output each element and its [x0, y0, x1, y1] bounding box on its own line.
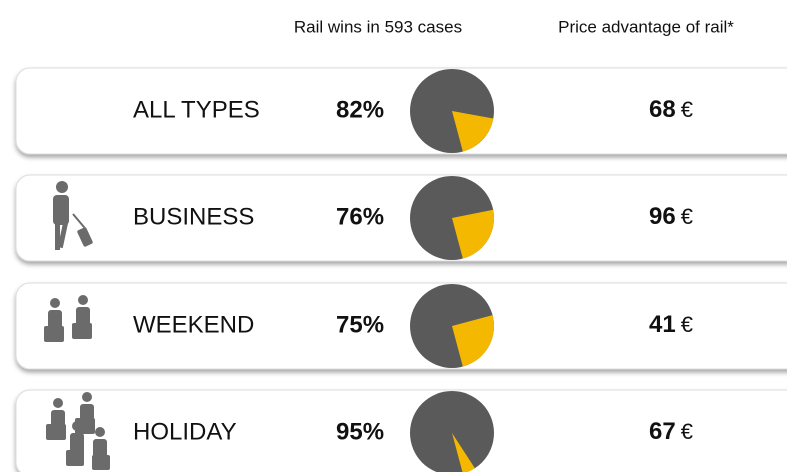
currency: €: [681, 204, 693, 229]
price: 41 €: [649, 311, 693, 338]
price-value: 67: [649, 418, 676, 445]
row-card: [15, 67, 787, 155]
price: 96 €: [649, 203, 693, 230]
row-card: [15, 174, 787, 262]
header-share: Rail wins in 593 cases: [294, 17, 462, 36]
row-card: [15, 389, 787, 472]
holiday-icon: [46, 392, 110, 470]
pie-rest: [452, 209, 494, 259]
row-label: WEEKEND: [133, 311, 254, 338]
pie-win: [410, 391, 494, 472]
currency: €: [681, 97, 693, 122]
row-label: BUSINESS: [133, 203, 254, 230]
pie-rest: [452, 111, 494, 152]
header-price: Price advantage of rail*: [558, 17, 734, 36]
rows: ALL TYPES 82% 68 €BUSINESS 76% 96 €WEEKEND 75% 4…: [15, 67, 787, 472]
share-label: 75%: [336, 311, 384, 338]
price: 68 €: [649, 96, 693, 123]
pie-rest: [452, 433, 475, 472]
share-label: 76%: [336, 203, 384, 230]
business-icon: [53, 181, 93, 250]
price-value: 96: [649, 203, 676, 230]
row-card: [15, 282, 787, 370]
share-label: 95%: [336, 418, 384, 445]
currency: €: [681, 312, 693, 337]
row-label: HOLIDAY: [133, 418, 237, 445]
pie-rest: [452, 315, 494, 367]
icons: [44, 181, 110, 470]
weekend-icon: [44, 295, 92, 342]
price: 67 €: [649, 418, 693, 445]
share-label: 82%: [336, 96, 384, 123]
row-label: ALL TYPES: [133, 96, 260, 123]
price-value: 68: [649, 96, 676, 123]
currency: €: [681, 419, 693, 444]
price-value: 41: [649, 311, 676, 338]
